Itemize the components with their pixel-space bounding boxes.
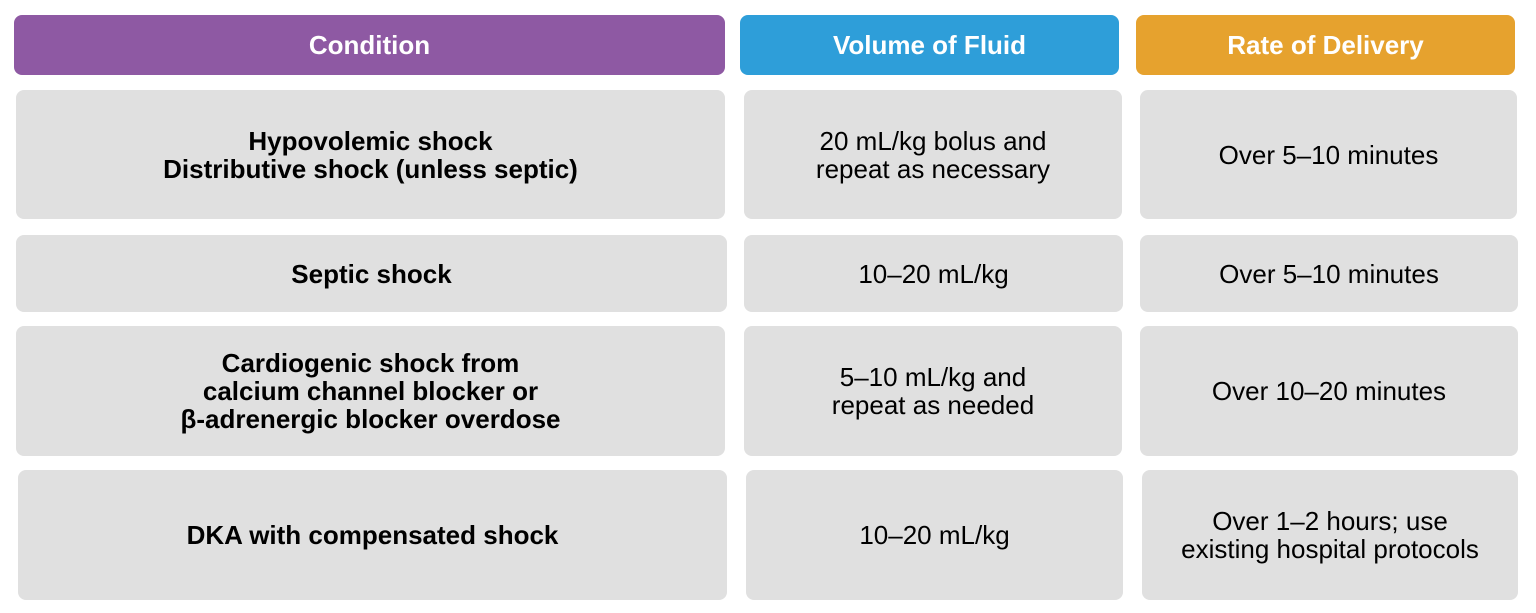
volume-cell: 10–20 mL/kg [746, 470, 1123, 600]
rate-cell: Over 5–10 minutes [1140, 90, 1517, 219]
rate-header: Rate of Delivery [1136, 15, 1515, 75]
volume-cell: 5–10 mL/kg and repeat as needed [744, 326, 1122, 456]
condition-cell: Hypovolemic shock Distributive shock (un… [16, 90, 725, 219]
condition-header: Condition [14, 15, 725, 75]
condition-cell: Septic shock [16, 235, 727, 312]
rate-cell: Over 1–2 hours; use existing hospital pr… [1142, 470, 1518, 600]
rate-cell: Over 5–10 minutes [1140, 235, 1518, 312]
volume-cell: 20 mL/kg bolus and repeat as necessary [744, 90, 1122, 219]
volume-cell: 10–20 mL/kg [744, 235, 1123, 312]
rate-cell: Over 10–20 minutes [1140, 326, 1518, 456]
volume-header: Volume of Fluid [740, 15, 1119, 75]
condition-cell: DKA with compensated shock [18, 470, 727, 600]
condition-cell: Cardiogenic shock from calcium channel b… [16, 326, 725, 456]
